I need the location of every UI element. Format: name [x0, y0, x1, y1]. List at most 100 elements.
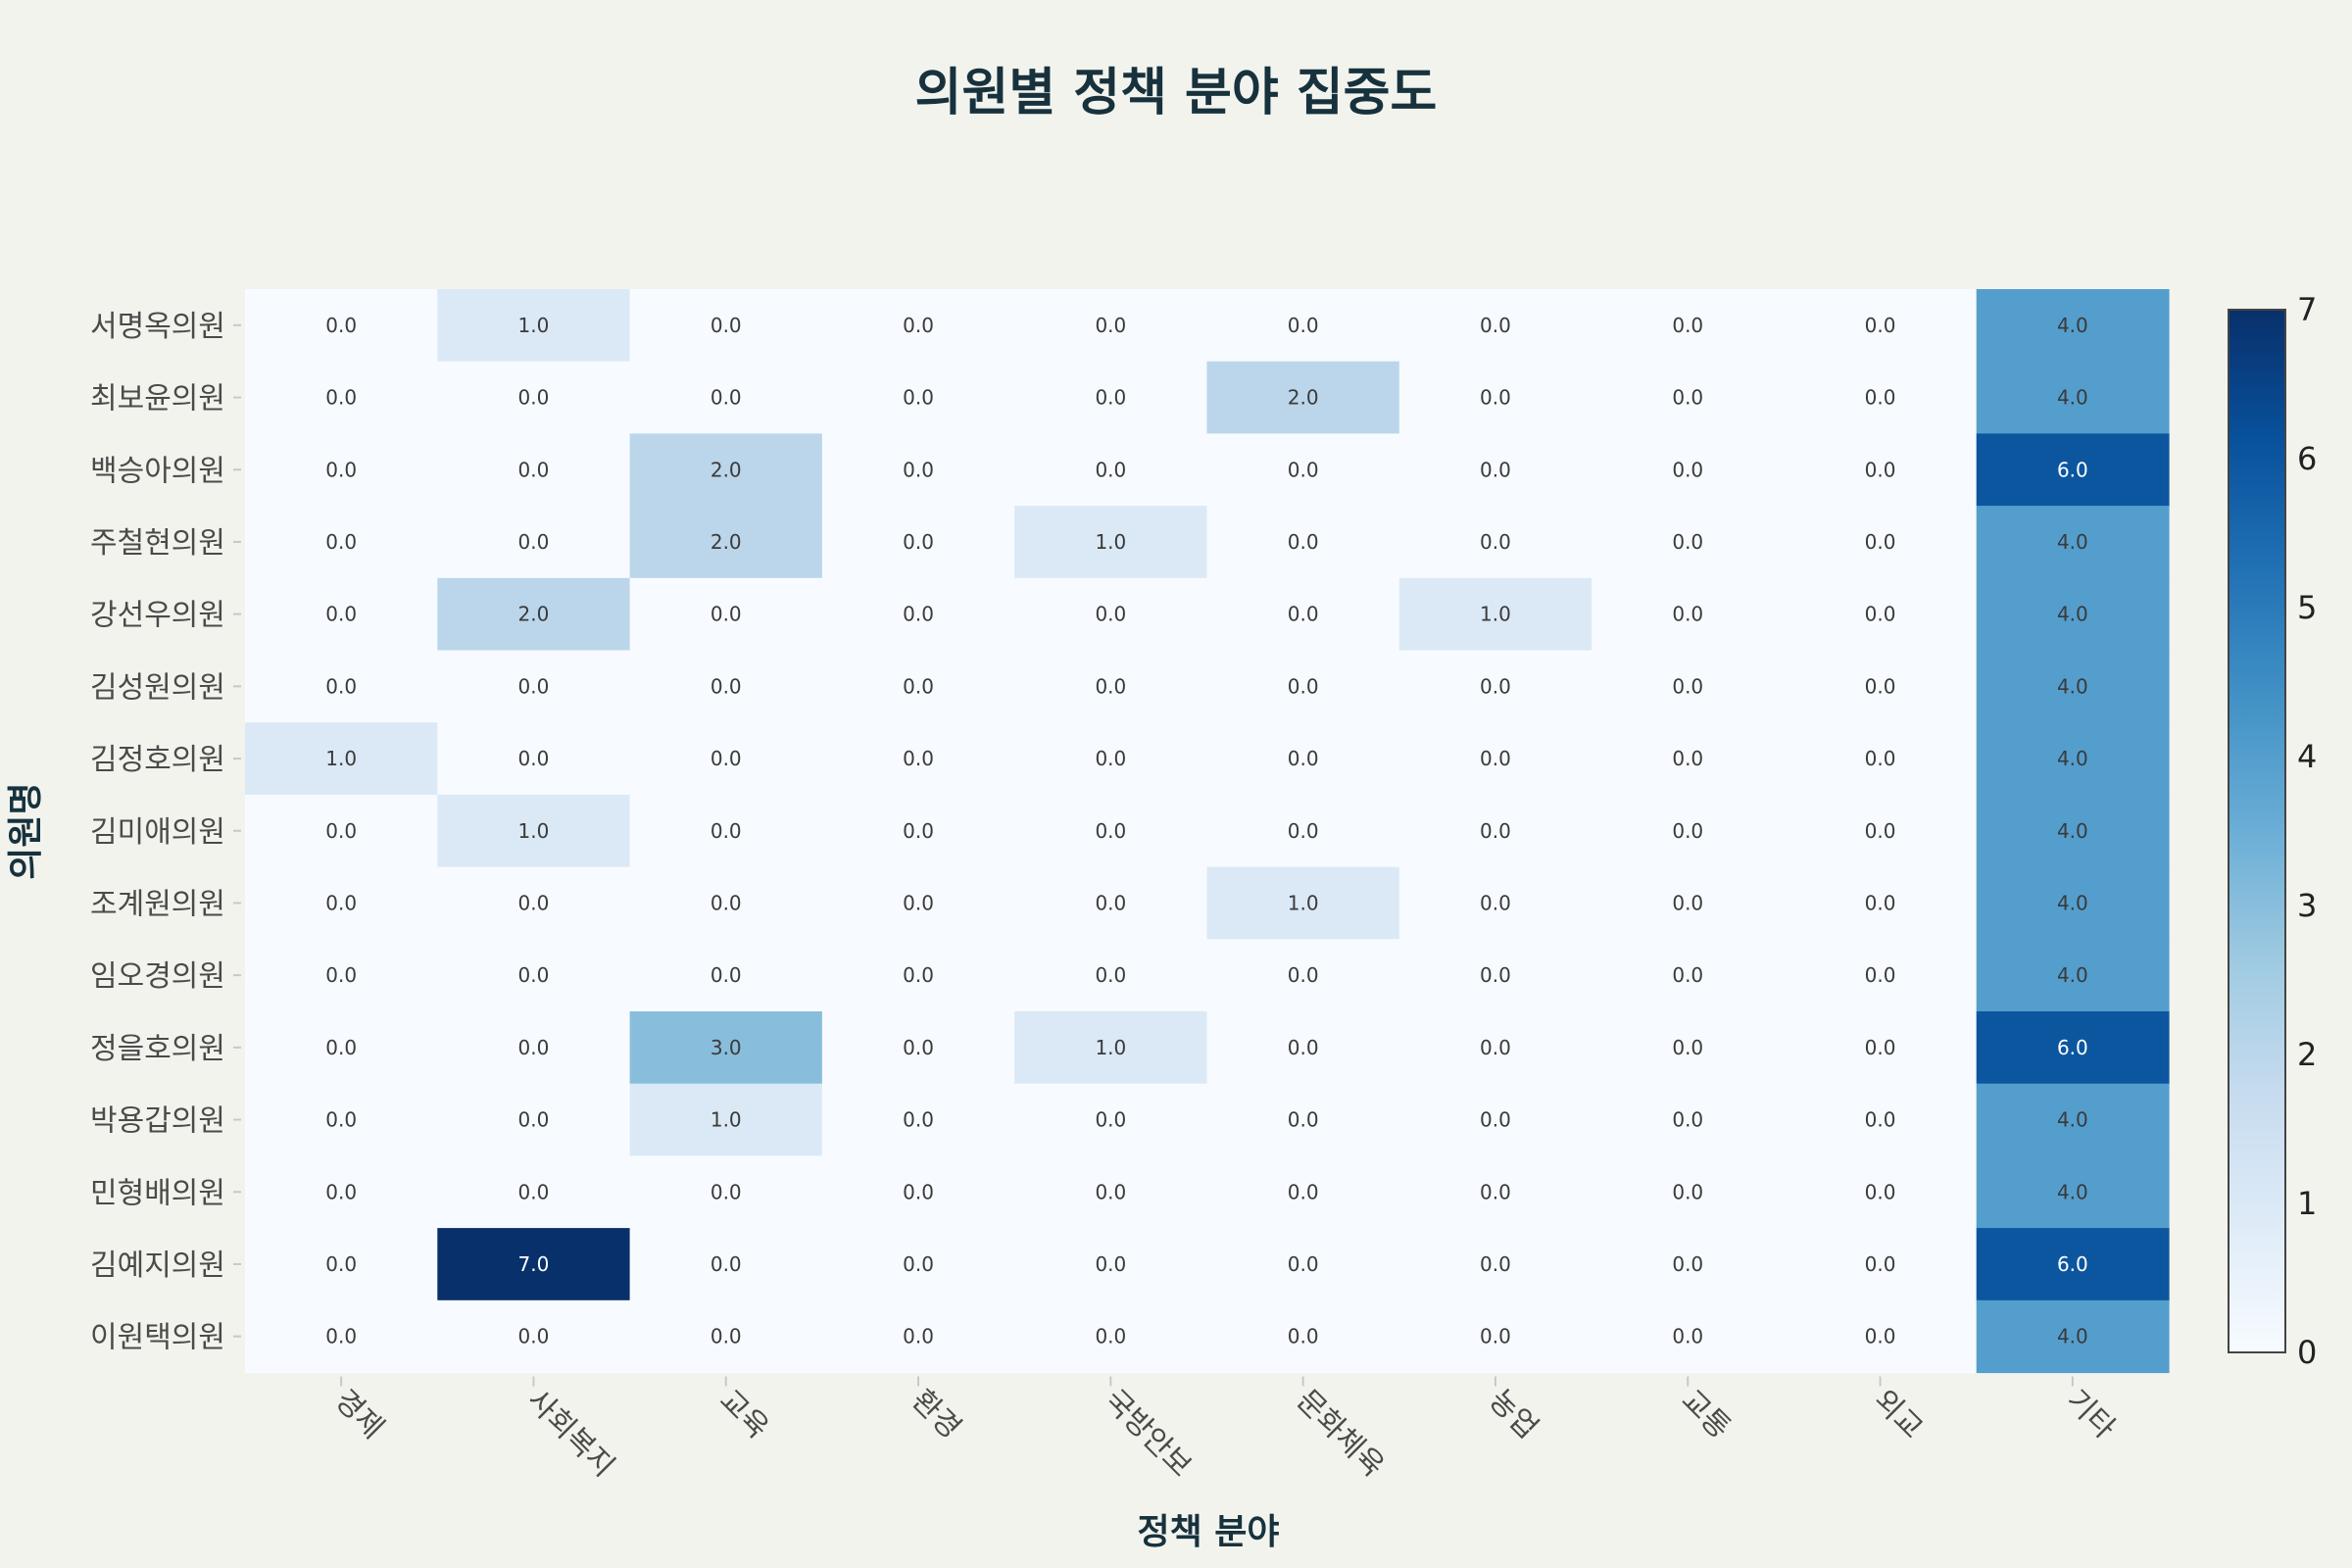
heatmap-cell — [1398, 722, 1592, 796]
heatmap-cell — [437, 1228, 631, 1301]
heatmap-cell — [245, 506, 438, 579]
cell-value-label: 0.0 — [1288, 603, 1319, 626]
heatmap-cell — [1206, 939, 1400, 1012]
heatmap-cell — [1976, 1299, 2170, 1374]
cell-value-label: 2.0 — [1288, 386, 1319, 410]
cell-value-label: 0.0 — [903, 891, 934, 914]
heatmap-cell — [1976, 1155, 2170, 1229]
heatmap-cell — [629, 1299, 823, 1374]
heatmap-cell — [245, 577, 438, 652]
heatmap-cell — [1592, 1299, 1785, 1374]
heatmap-cell — [437, 650, 631, 723]
x-tick-label: 교통 — [1675, 1383, 1738, 1446]
heatmap-cell — [1014, 650, 1208, 723]
heatmap-cell — [1398, 1011, 1592, 1085]
heatmap-cell — [437, 866, 631, 940]
heatmap-cell — [1784, 1299, 1978, 1374]
cell-value-label: 4.0 — [2057, 674, 2088, 698]
heatmap-cell — [1784, 361, 1978, 434]
heatmap-cell — [1976, 289, 2170, 363]
heatmap-cell — [1206, 1011, 1400, 1085]
cell-value-label: 0.0 — [1480, 458, 1511, 481]
heatmap-cell — [1398, 939, 1592, 1012]
cell-value-label: 1.0 — [1288, 891, 1319, 914]
cell-value-label: 0.0 — [325, 1325, 357, 1348]
cell-value-label: 0.0 — [903, 1252, 934, 1276]
heatmap-cell — [1206, 794, 1400, 868]
heatmap-cell — [1206, 1083, 1400, 1156]
cell-value-label: 4.0 — [2057, 386, 2088, 410]
heatmap-cell — [1976, 1083, 2170, 1156]
heatmap-cell — [1784, 289, 1978, 363]
cell-value-label: 0.0 — [1480, 747, 1511, 770]
heatmap-cell — [1784, 939, 1978, 1012]
y-tick-label: 최보윤의원 — [90, 382, 225, 416]
cell-value-label: 1.0 — [325, 747, 357, 770]
heatmap-cell — [821, 1155, 1015, 1229]
heatmap-cell — [629, 361, 823, 434]
heatmap-cell — [1976, 939, 2170, 1012]
y-tick-label: 서명옥의원 — [90, 310, 225, 344]
cell-value-label: 0.0 — [1095, 386, 1126, 410]
heatmap-cell — [1784, 1083, 1978, 1156]
heatmap-cell — [1592, 794, 1785, 868]
y-tick-label: 김성원의원 — [90, 670, 225, 705]
cell-value-label: 0.0 — [1480, 530, 1511, 554]
cell-value-label: 4.0 — [2057, 530, 2088, 554]
cell-value-label: 0.0 — [1288, 1180, 1319, 1203]
heatmap-cell — [245, 939, 438, 1012]
cell-value-label: 0.0 — [903, 674, 934, 698]
colorbar-tick-label: 4 — [2297, 738, 2317, 775]
cell-value-label: 0.0 — [1865, 747, 1896, 770]
heatmap-cell — [1014, 506, 1208, 579]
cell-value-label: 0.0 — [325, 1108, 357, 1132]
cell-value-label: 0.0 — [1672, 819, 1703, 843]
heatmap-cell — [437, 577, 631, 652]
heatmap-cell — [1206, 1155, 1400, 1229]
heatmap-cells — [245, 289, 2170, 1374]
heatmap-cell — [1398, 1299, 1592, 1374]
heatmap-cell — [1206, 289, 1400, 363]
heatmap-cell — [821, 794, 1015, 868]
cell-value-label: 0.0 — [518, 386, 550, 410]
heatmap-cell — [1784, 722, 1978, 796]
colorbar-tick-label: 0 — [2297, 1334, 2317, 1371]
cell-value-label: 0.0 — [1865, 1108, 1896, 1132]
heatmap-cell — [629, 506, 823, 579]
cell-value-label: 0.0 — [325, 674, 357, 698]
heatmap-cell — [437, 1155, 631, 1229]
cell-value-label: 0.0 — [903, 603, 934, 626]
cell-value-label: 0.0 — [1865, 314, 1896, 337]
cell-value-label: 0.0 — [1288, 963, 1319, 987]
cell-value-label: 4.0 — [2057, 819, 2088, 843]
heatmap-cell — [629, 289, 823, 363]
heatmap-cell — [437, 1011, 631, 1085]
heatmap-cell — [629, 577, 823, 652]
heatmap-cell — [1592, 1155, 1785, 1229]
heatmap-cell — [1398, 506, 1592, 579]
heatmap-cell — [245, 1155, 438, 1229]
cell-value-label: 0.0 — [1288, 1036, 1319, 1059]
heatmap-cell — [1976, 1228, 2170, 1301]
cell-value-label: 0.0 — [1672, 674, 1703, 698]
heatmap-cell — [437, 1299, 631, 1374]
heatmap-cell — [1592, 577, 1785, 652]
cell-value-label: 0.0 — [710, 1180, 742, 1203]
x-axis-ticks: 경제 사회복지 교육 환경 국방안보 문화체육 농업 교통 외교 기타 — [327, 1376, 2122, 1484]
cell-value-label: 0.0 — [1865, 603, 1896, 626]
heatmap-cell — [1976, 722, 2170, 796]
cell-value-label: 0.0 — [903, 747, 934, 770]
cell-value-label: 0.0 — [710, 603, 742, 626]
heatmap-cell — [1014, 361, 1208, 434]
cell-value-label: 0.0 — [1672, 963, 1703, 987]
cell-value-label: 0.0 — [518, 891, 550, 914]
cell-value-label: 0.0 — [1095, 1108, 1126, 1132]
heatmap-cell — [821, 1299, 1015, 1374]
cell-value-label: 0.0 — [1288, 1325, 1319, 1348]
heatmap-cell — [629, 1155, 823, 1229]
heatmap-cell — [1014, 577, 1208, 652]
cell-value-label: 0.0 — [1865, 530, 1896, 554]
cell-value-label: 0.0 — [1672, 603, 1703, 626]
heatmap-cell — [437, 794, 631, 868]
